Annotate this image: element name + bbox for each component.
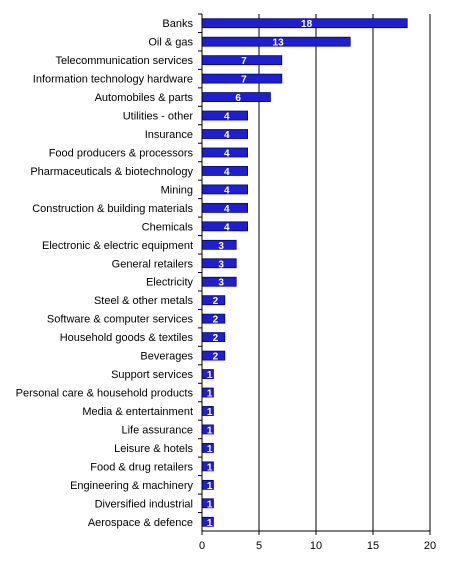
data-label: 1	[207, 425, 213, 436]
category-label: Electricity	[146, 277, 194, 289]
category-labels: Banks Oil & gas Telecommunication services…	[16, 18, 194, 529]
data-label: 2	[213, 333, 219, 344]
category-label: Food & drug retailers	[90, 461, 193, 473]
data-label: 13	[273, 38, 285, 49]
category-label: Life assurance	[121, 424, 193, 436]
category-label: Oil & gas	[148, 37, 193, 49]
category-label: General retailers	[112, 258, 194, 270]
category-label: Support services	[111, 369, 193, 381]
x-tick-label: 0	[199, 540, 205, 552]
category-label: Electronic & electric equipment	[42, 240, 193, 252]
data-label: 3	[218, 241, 224, 252]
category-label: Engineering & machinery	[70, 480, 193, 492]
category-label: Household goods & textiles	[60, 332, 194, 344]
category-label: Personal care & household products	[16, 388, 194, 400]
category-label: Construction & building materials	[32, 203, 193, 215]
data-label: 1	[207, 499, 213, 510]
gridlines	[258, 14, 431, 531]
category-label: Utilities - other	[123, 111, 194, 123]
data-label: 4	[224, 185, 230, 196]
x-tick-label: 10	[310, 540, 322, 552]
data-label: 1	[207, 370, 213, 381]
category-label: Information technology hardware	[33, 74, 193, 86]
category-label: Aerospace & defence	[88, 517, 193, 529]
category-label: Insurance	[145, 129, 193, 141]
data-label: 4	[224, 148, 230, 159]
category-label: Diversified industrial	[95, 498, 193, 510]
category-label: Beverages	[140, 351, 193, 363]
category-label: Telecommunication services	[55, 55, 193, 67]
data-label: 1	[207, 481, 213, 492]
data-label: 4	[224, 167, 230, 178]
x-tick-label: 20	[424, 540, 436, 552]
data-label: 2	[213, 315, 219, 326]
data-label: 18	[301, 19, 313, 30]
category-label: Media & entertainment	[82, 406, 193, 418]
data-label: 7	[241, 56, 247, 67]
category-label: Chemicals	[142, 221, 194, 233]
data-label: 1	[207, 389, 213, 400]
data-label: 6	[235, 93, 241, 104]
category-label: Pharmaceuticals & biotechnology	[30, 166, 193, 178]
data-label: 1	[207, 407, 213, 418]
data-label: 7	[241, 75, 247, 86]
data-label: 1	[207, 518, 213, 529]
category-label: Leisure & hotels	[114, 443, 193, 455]
x-axis-ticks: 0 5 10 15 20	[199, 531, 436, 552]
axes	[198, 13, 430, 532]
category-label: Mining	[161, 184, 193, 196]
data-label: 3	[218, 259, 224, 270]
category-label: Software & computer services	[47, 314, 194, 326]
category-label: Food producers & processors	[49, 147, 194, 159]
data-label: 4	[224, 204, 230, 215]
category-label: Automobiles & parts	[95, 92, 194, 104]
category-label: Steel & other metals	[94, 295, 194, 307]
x-tick-label: 15	[367, 540, 379, 552]
data-label: 1	[207, 462, 213, 473]
data-label: 4	[224, 130, 230, 141]
data-label: 4	[224, 112, 230, 123]
category-label: Banks	[162, 18, 193, 30]
x-tick-label: 5	[256, 540, 262, 552]
data-label: 3	[218, 278, 224, 289]
data-label: 4	[224, 222, 230, 233]
data-label: 1	[207, 444, 213, 455]
data-label: 2	[213, 352, 219, 363]
data-label: 2	[213, 296, 219, 307]
